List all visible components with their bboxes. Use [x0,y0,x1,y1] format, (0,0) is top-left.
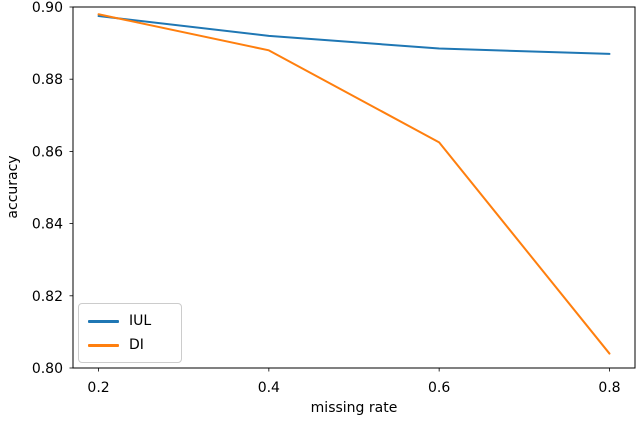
x-tick-label: 0.2 [87,380,109,396]
legend-line-sample-iul [88,319,119,323]
x-tick-label: 0.6 [428,380,450,396]
plot-border [72,6,636,369]
y-tick-label: 0.82 [32,289,63,305]
legend-label-di: DI [129,337,144,353]
series-line-iul [97,15,611,55]
legend-line-sample-di [88,343,119,347]
series-line-di [97,13,611,355]
y-tick-label: 0.86 [32,144,63,160]
x-tick-label: 0.4 [258,380,280,396]
y-tick-label: 0.80 [32,361,63,377]
y-axis-label: accuracy [5,155,21,219]
legend-label-iul: IUL [129,313,152,329]
legend: IUL DI [78,303,182,363]
y-tick-label: 0.84 [32,217,63,233]
legend-item-iul: IUL [88,314,172,328]
x-tick-label: 0.8 [598,380,620,396]
legend-item-di: DI [88,338,172,352]
x-axis-label: missing rate [310,400,398,416]
y-tick-label: 0.90 [32,0,63,16]
y-tick-label: 0.88 [32,72,63,88]
